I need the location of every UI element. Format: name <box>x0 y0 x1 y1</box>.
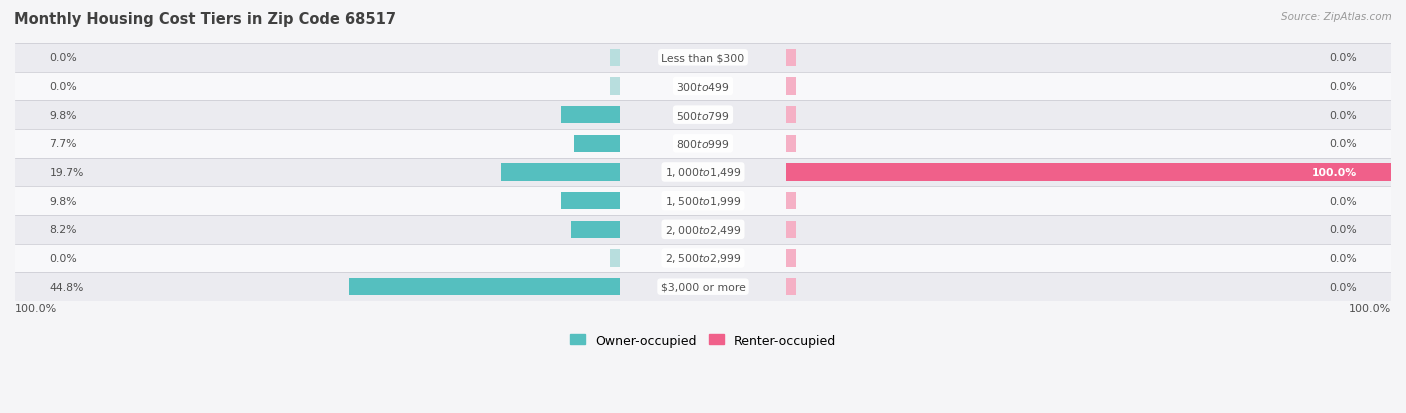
Text: 100.0%: 100.0% <box>15 304 58 313</box>
Text: 9.8%: 9.8% <box>49 196 77 206</box>
Bar <box>610 78 620 95</box>
Text: Source: ZipAtlas.com: Source: ZipAtlas.com <box>1281 12 1392 22</box>
Text: 0.0%: 0.0% <box>1329 254 1357 263</box>
Text: 7.7%: 7.7% <box>49 139 77 149</box>
Bar <box>15 273 1391 301</box>
Text: 0.0%: 0.0% <box>1329 82 1357 92</box>
Bar <box>574 135 620 152</box>
Text: 44.8%: 44.8% <box>49 282 84 292</box>
Text: $800 to $999: $800 to $999 <box>676 138 730 150</box>
Text: 0.0%: 0.0% <box>1329 139 1357 149</box>
Bar <box>786 221 796 238</box>
Bar <box>561 192 620 210</box>
Text: $300 to $499: $300 to $499 <box>676 81 730 93</box>
Bar <box>15 44 1391 72</box>
Bar <box>786 50 796 67</box>
Text: 9.8%: 9.8% <box>49 110 77 120</box>
Bar <box>561 107 620 124</box>
Text: 0.0%: 0.0% <box>1329 282 1357 292</box>
Legend: Owner-occupied, Renter-occupied: Owner-occupied, Renter-occupied <box>565 329 841 351</box>
Text: 8.2%: 8.2% <box>49 225 77 235</box>
Bar <box>786 192 796 210</box>
Bar <box>15 158 1391 187</box>
Bar <box>571 221 620 238</box>
Text: 100.0%: 100.0% <box>1348 304 1391 313</box>
Bar <box>501 164 620 181</box>
Text: 0.0%: 0.0% <box>1329 110 1357 120</box>
Text: 19.7%: 19.7% <box>49 168 84 178</box>
Bar <box>15 130 1391 158</box>
Text: $2,500 to $2,999: $2,500 to $2,999 <box>665 252 741 265</box>
Text: 0.0%: 0.0% <box>1329 196 1357 206</box>
Bar <box>786 78 796 95</box>
Bar <box>15 101 1391 130</box>
Bar <box>349 278 620 296</box>
Bar <box>15 187 1391 216</box>
Bar <box>786 250 796 267</box>
Text: 0.0%: 0.0% <box>49 254 77 263</box>
Text: $2,000 to $2,499: $2,000 to $2,499 <box>665 223 741 236</box>
Text: 0.0%: 0.0% <box>1329 53 1357 63</box>
Bar <box>610 250 620 267</box>
Text: $1,000 to $1,499: $1,000 to $1,499 <box>665 166 741 179</box>
Text: $500 to $799: $500 to $799 <box>676 109 730 121</box>
Text: Monthly Housing Cost Tiers in Zip Code 68517: Monthly Housing Cost Tiers in Zip Code 6… <box>14 12 396 27</box>
Bar <box>786 278 796 296</box>
Bar <box>610 50 620 67</box>
Text: 0.0%: 0.0% <box>49 82 77 92</box>
Bar <box>786 135 796 152</box>
Bar <box>15 244 1391 273</box>
Bar <box>786 107 796 124</box>
Text: $3,000 or more: $3,000 or more <box>661 282 745 292</box>
Text: 100.0%: 100.0% <box>1312 168 1357 178</box>
Text: 0.0%: 0.0% <box>1329 225 1357 235</box>
Bar <box>15 216 1391 244</box>
Bar <box>786 164 1391 181</box>
Text: 0.0%: 0.0% <box>49 53 77 63</box>
Text: $1,500 to $1,999: $1,500 to $1,999 <box>665 195 741 208</box>
Text: Less than $300: Less than $300 <box>661 53 745 63</box>
Bar <box>15 72 1391 101</box>
